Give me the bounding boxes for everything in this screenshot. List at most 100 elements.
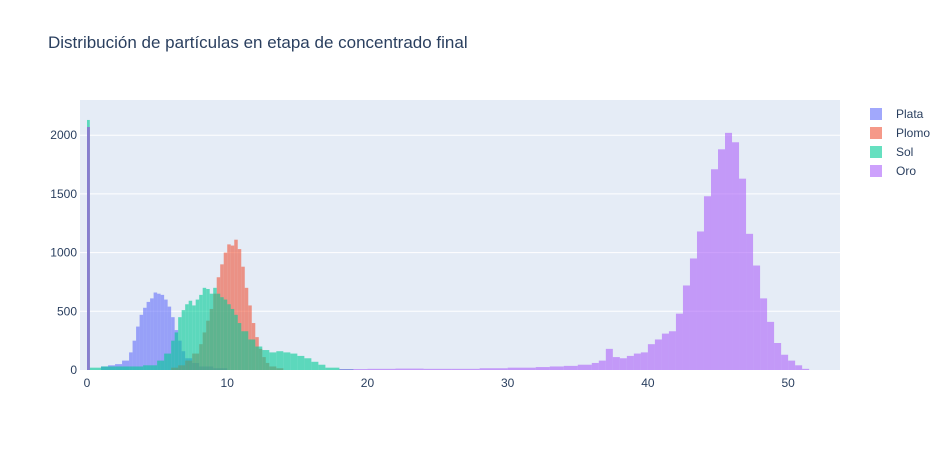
bar[interactable] <box>760 298 768 370</box>
bar[interactable] <box>739 178 747 370</box>
bar[interactable] <box>129 366 144 370</box>
bar[interactable] <box>647 344 655 370</box>
bar[interactable] <box>164 299 168 370</box>
bar[interactable] <box>213 287 217 370</box>
bar[interactable] <box>696 231 704 370</box>
bar[interactable] <box>549 366 564 370</box>
bar[interactable] <box>276 351 284 370</box>
bar[interactable] <box>234 239 238 370</box>
bar[interactable] <box>237 249 242 370</box>
bar[interactable] <box>220 297 224 370</box>
bar[interactable] <box>164 353 172 370</box>
bar[interactable] <box>339 369 368 370</box>
bar[interactable] <box>209 293 214 370</box>
bar[interactable] <box>507 367 536 370</box>
bar[interactable] <box>367 368 396 370</box>
bar[interactable] <box>619 358 627 370</box>
bar[interactable] <box>725 132 733 370</box>
bar[interactable] <box>718 149 726 370</box>
bar[interactable] <box>325 367 340 370</box>
bar[interactable] <box>640 352 648 370</box>
bar[interactable] <box>195 299 200 370</box>
bar[interactable] <box>206 289 210 370</box>
bar[interactable] <box>598 360 606 370</box>
bar[interactable] <box>633 353 641 370</box>
bar[interactable] <box>661 333 669 370</box>
bar[interactable] <box>150 298 154 370</box>
bar[interactable] <box>87 127 90 370</box>
bar[interactable] <box>157 360 165 370</box>
bar[interactable] <box>153 292 158 370</box>
bar[interactable] <box>451 368 480 370</box>
bar[interactable] <box>781 354 789 370</box>
bar[interactable] <box>689 258 697 370</box>
bar[interactable] <box>788 360 796 370</box>
bar[interactable] <box>230 308 235 370</box>
bar[interactable] <box>732 142 740 370</box>
bar[interactable] <box>795 365 803 370</box>
bar[interactable] <box>227 304 231 370</box>
bar[interactable] <box>605 348 613 370</box>
bar[interactable] <box>423 368 452 370</box>
bar[interactable] <box>122 360 130 370</box>
bar[interactable] <box>283 352 291 370</box>
bar[interactable] <box>577 364 592 370</box>
bar[interactable] <box>199 294 203 370</box>
bar[interactable] <box>160 294 165 370</box>
bar[interactable] <box>244 287 249 370</box>
bar[interactable] <box>234 314 238 370</box>
bar[interactable] <box>237 323 242 370</box>
bar[interactable] <box>167 306 172 370</box>
bar[interactable] <box>802 368 810 370</box>
bar[interactable] <box>139 314 144 370</box>
bar[interactable] <box>192 305 196 370</box>
bar[interactable] <box>143 365 158 370</box>
bar[interactable] <box>290 353 298 370</box>
bar[interactable] <box>318 364 326 370</box>
legend-item-plata[interactable]: Plata <box>870 104 930 123</box>
legend-item-oro[interactable]: Oro <box>870 161 930 180</box>
bar[interactable] <box>136 326 140 370</box>
bar[interactable] <box>703 196 711 370</box>
bar[interactable] <box>535 367 550 370</box>
legend-item-plomo[interactable]: Plomo <box>870 123 930 142</box>
bar[interactable] <box>115 366 130 370</box>
bar[interactable] <box>185 304 189 370</box>
bar[interactable] <box>682 285 690 370</box>
bar[interactable] <box>202 287 207 370</box>
bar[interactable] <box>563 365 578 370</box>
bar[interactable] <box>181 310 186 370</box>
bar[interactable] <box>129 352 133 370</box>
bar[interactable] <box>591 362 599 370</box>
bar[interactable] <box>262 350 270 370</box>
bar[interactable] <box>311 361 319 370</box>
bar[interactable] <box>675 313 683 370</box>
bar[interactable] <box>297 355 305 370</box>
bar[interactable] <box>174 332 179 370</box>
bar[interactable] <box>612 357 620 370</box>
bar[interactable] <box>304 358 312 370</box>
bar[interactable] <box>188 300 193 370</box>
bar[interactable] <box>143 307 147 370</box>
bar[interactable] <box>223 299 228 370</box>
bar[interactable] <box>132 340 137 370</box>
bar[interactable] <box>710 169 719 370</box>
bar[interactable] <box>89 367 102 370</box>
bar[interactable] <box>146 301 151 370</box>
bar[interactable] <box>216 293 221 370</box>
bar[interactable] <box>479 368 508 370</box>
bar[interactable] <box>668 331 676 370</box>
bar[interactable] <box>248 339 256 370</box>
legend[interactable]: Plata Plomo Sol Oro <box>870 104 930 180</box>
bar[interactable] <box>248 305 252 370</box>
bar[interactable] <box>395 368 424 370</box>
bar[interactable] <box>753 265 761 370</box>
legend-item-sol[interactable]: Sol <box>870 142 930 161</box>
bar[interactable] <box>101 366 116 370</box>
bar[interactable] <box>626 355 634 370</box>
bar[interactable] <box>255 346 263 370</box>
bar[interactable] <box>269 352 277 370</box>
bar[interactable] <box>767 321 775 370</box>
bar[interactable] <box>230 245 235 370</box>
